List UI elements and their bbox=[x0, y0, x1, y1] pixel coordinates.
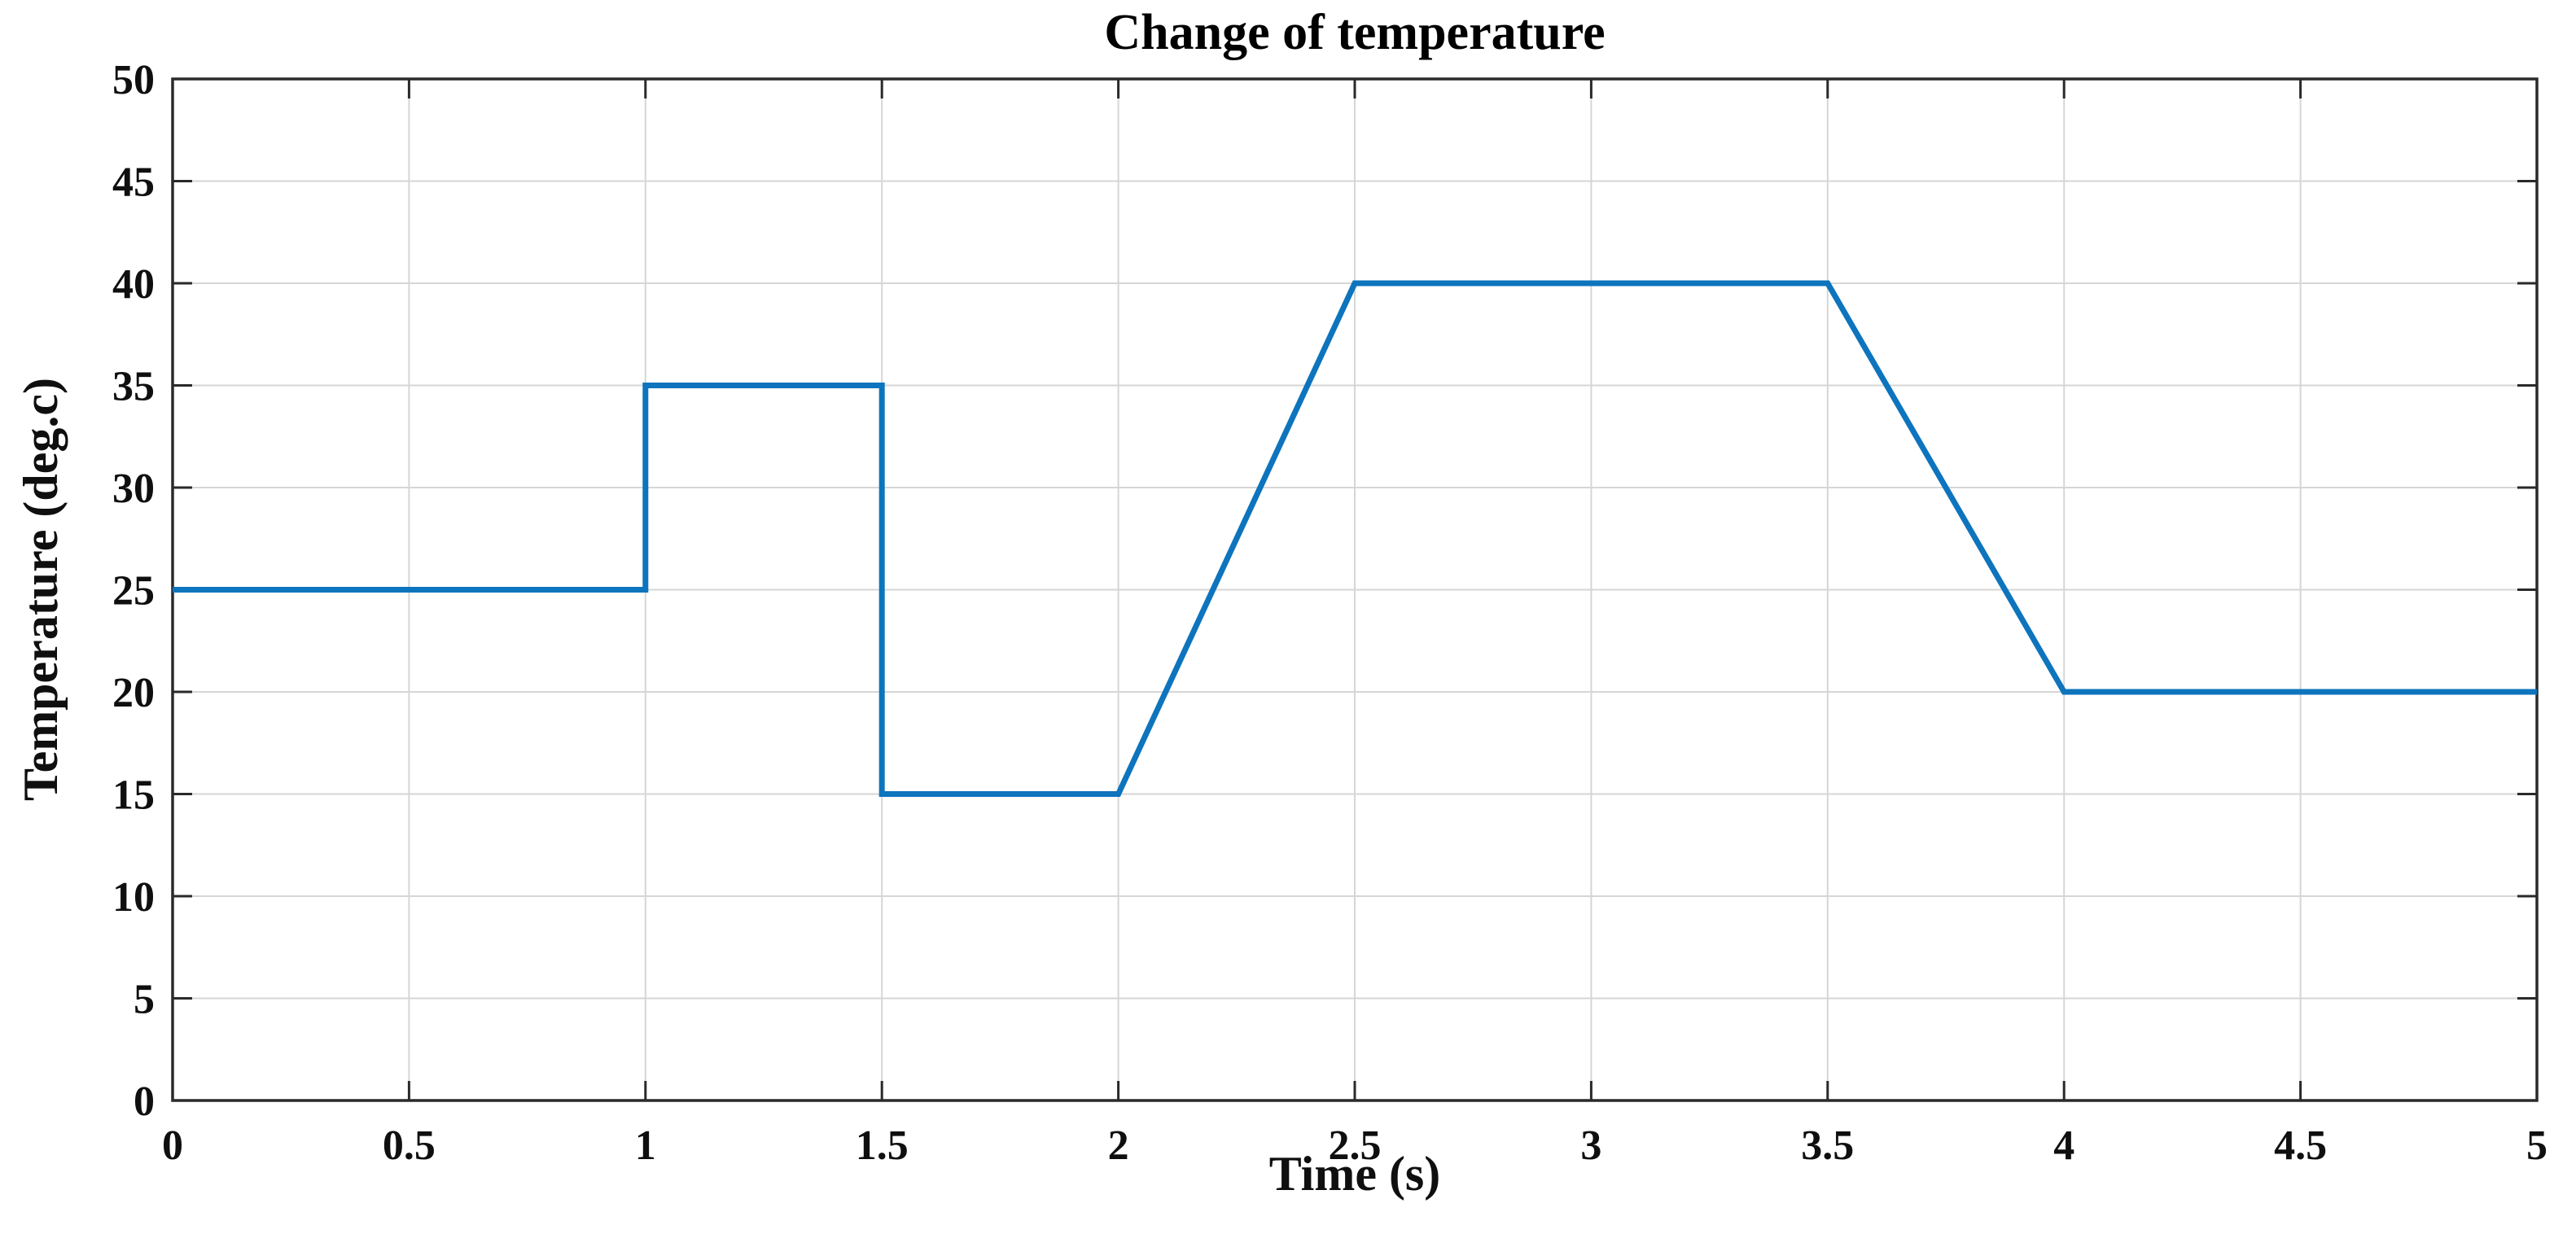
temperature-series-line bbox=[173, 280, 2537, 797]
y-tick-label: 15 bbox=[112, 772, 155, 819]
y-tick-label: 35 bbox=[112, 364, 155, 410]
x-tick-label: 1 bbox=[635, 1122, 656, 1169]
y-tick-label: 5 bbox=[134, 977, 155, 1023]
x-tick-label: 0.5 bbox=[383, 1122, 436, 1169]
x-tick-label: 0 bbox=[162, 1122, 183, 1169]
y-tick-label: 25 bbox=[112, 568, 155, 615]
x-tick-label: 3 bbox=[1580, 1122, 1601, 1169]
y-axis-label: Temperature (deg.c) bbox=[14, 378, 68, 801]
x-axis-label: Time (s) bbox=[1269, 1147, 1441, 1201]
x-tick-label: 4.5 bbox=[2274, 1122, 2327, 1169]
x-tick-label: 3.5 bbox=[1801, 1122, 1854, 1169]
y-tick-label: 50 bbox=[112, 57, 155, 103]
x-tick-label: 1.5 bbox=[856, 1122, 909, 1169]
y-tick-label: 40 bbox=[112, 261, 155, 308]
y-tick-label: 10 bbox=[112, 874, 155, 921]
y-tick-label: 45 bbox=[112, 160, 155, 206]
x-tick-label: 2 bbox=[1108, 1122, 1129, 1169]
y-tick-label: 0 bbox=[134, 1079, 155, 1125]
x-tick-label: 4 bbox=[2053, 1122, 2074, 1169]
x-tick-label: 2.5 bbox=[1329, 1122, 1382, 1169]
y-tick-label: 30 bbox=[112, 466, 155, 512]
chart-title: Change of temperature bbox=[1104, 5, 1605, 60]
x-tick-label: 5 bbox=[2526, 1122, 2548, 1169]
y-tick-label: 20 bbox=[112, 670, 155, 716]
tick-labels-layer: 0 0.5 1 1.5 2 2.5 3 3.5 4 4.5 50510152025303540455… bbox=[112, 57, 2548, 1169]
